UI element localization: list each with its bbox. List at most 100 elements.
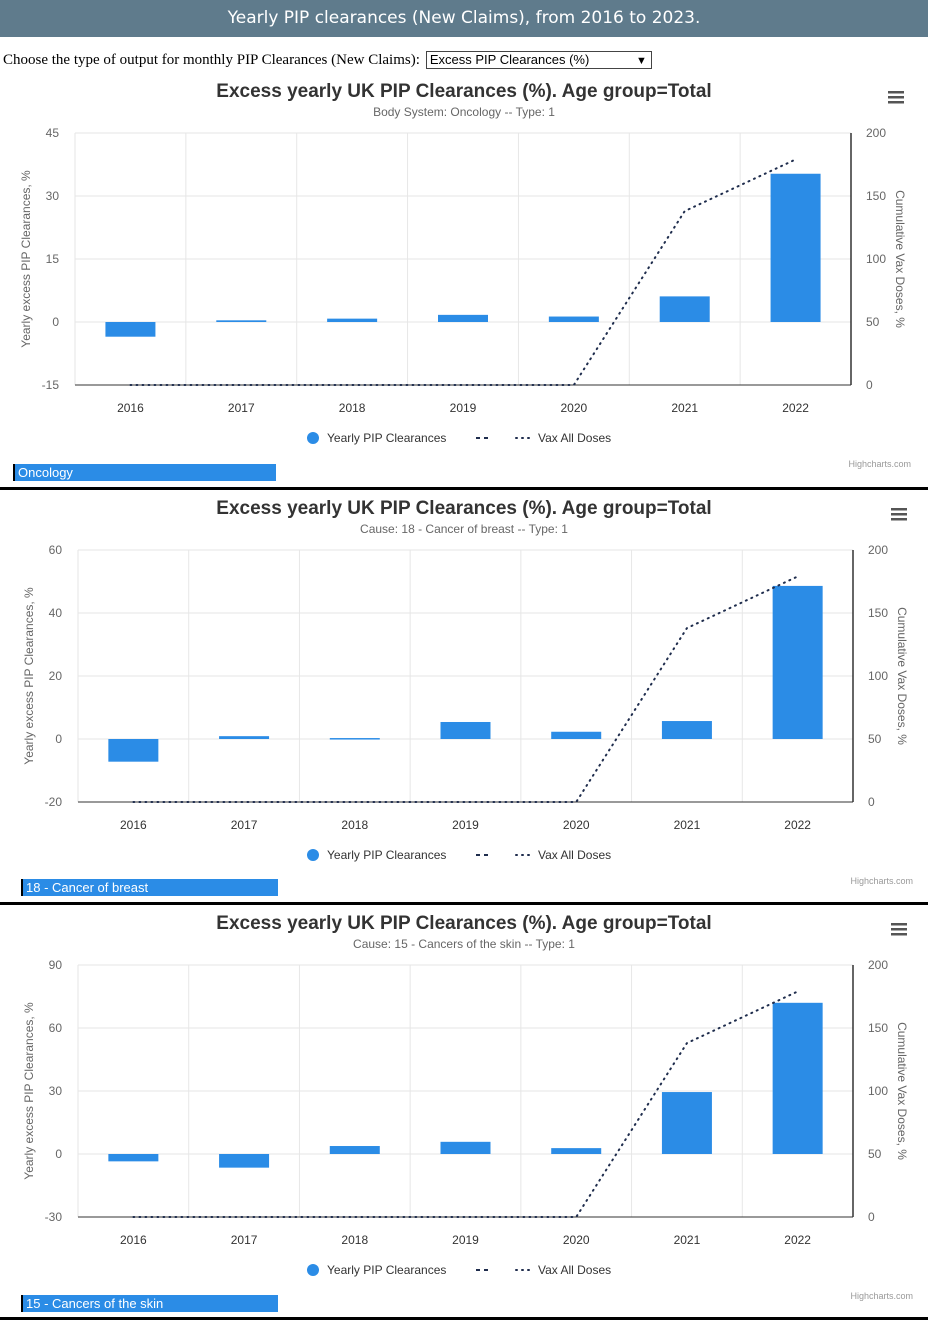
bar bbox=[440, 721, 491, 739]
chart-svg: Excess yearly UK PIP Clearances (%). Age… bbox=[22, 498, 913, 886]
menu-line bbox=[888, 101, 904, 104]
x-tick-label: 2016 bbox=[117, 401, 144, 415]
credit-label: Highcharts.com bbox=[850, 876, 913, 886]
legend-label-bar: Yearly PIP Clearances bbox=[327, 431, 446, 445]
x-tick-label: 2018 bbox=[341, 818, 368, 832]
output-type-select[interactable]: Excess PIP Clearances (%) ▼ bbox=[425, 51, 652, 69]
bar bbox=[108, 1154, 159, 1162]
x-tick-label: 2019 bbox=[452, 1233, 479, 1247]
x-tick-label: 2018 bbox=[339, 401, 366, 415]
y-tick-label: 15 bbox=[46, 252, 60, 266]
y2-axis-title: Cumulative Vax Doses, % bbox=[893, 190, 907, 328]
chart-panel-skin: Excess yearly UK PIP Clearances (%). Age… bbox=[0, 907, 928, 1317]
menu-line bbox=[891, 923, 907, 926]
x-tick-label: 2017 bbox=[228, 401, 255, 415]
x-tick-label: 2017 bbox=[231, 818, 258, 832]
bar bbox=[548, 316, 599, 322]
bar bbox=[329, 738, 380, 740]
chart-title: Excess yearly UK PIP Clearances (%). Age… bbox=[216, 913, 711, 934]
bar bbox=[108, 739, 159, 762]
y-axis-title: Yearly excess PIP Clearances, % bbox=[22, 1002, 36, 1180]
y2-tick-label: 50 bbox=[868, 732, 882, 746]
bar bbox=[772, 1002, 823, 1154]
y2-axis-title: Cumulative Vax Doses, % bbox=[895, 607, 909, 745]
x-tick-label: 2018 bbox=[341, 1233, 368, 1247]
bar bbox=[551, 1148, 602, 1154]
chart-panel-oncology: Excess yearly UK PIP Clearances (%). Age… bbox=[0, 75, 928, 485]
chart-subtitle: Cause: 15 - Cancers of the skin -- Type:… bbox=[353, 937, 575, 951]
bar bbox=[327, 318, 378, 322]
output-type-value: Excess PIP Clearances (%) bbox=[429, 52, 590, 67]
x-tick-label: 2021 bbox=[674, 1233, 701, 1247]
y2-tick-label: 0 bbox=[868, 1210, 875, 1224]
hamburger-menu-icon[interactable] bbox=[888, 91, 904, 104]
legend-label-bar: Yearly PIP Clearances bbox=[327, 848, 446, 862]
chart-tag-label: Oncology bbox=[13, 464, 276, 481]
x-tick-label: 2022 bbox=[782, 401, 809, 415]
y2-tick-label: 200 bbox=[868, 958, 888, 972]
y-tick-label: 60 bbox=[49, 543, 63, 557]
y2-tick-label: 200 bbox=[868, 543, 888, 557]
y2-tick-label: 100 bbox=[868, 669, 888, 683]
y-tick-label: 30 bbox=[49, 1084, 63, 1098]
page-header: Yearly PIP clearances (New Claims), from… bbox=[0, 0, 928, 37]
legend-marker-bar bbox=[307, 849, 319, 861]
vax-line bbox=[129, 158, 797, 386]
y-tick-label: -15 bbox=[42, 378, 60, 392]
hamburger-menu-icon[interactable] bbox=[891, 923, 907, 936]
bar bbox=[659, 296, 710, 322]
y2-axis-title: Cumulative Vax Doses, % bbox=[895, 1022, 909, 1160]
x-tick-label: 2016 bbox=[120, 818, 147, 832]
y2-tick-label: 0 bbox=[868, 795, 875, 809]
y2-tick-label: 50 bbox=[866, 315, 880, 329]
bar bbox=[329, 1146, 380, 1154]
chevron-down-icon: ▼ bbox=[635, 55, 647, 67]
y-axis-title: Yearly excess PIP Clearances, % bbox=[19, 170, 33, 348]
credit-label: Highcharts.com bbox=[850, 1291, 913, 1301]
y-tick-label: 0 bbox=[52, 315, 59, 329]
hamburger-menu-icon[interactable] bbox=[891, 508, 907, 521]
menu-line bbox=[891, 513, 907, 516]
legend-label-vax: Vax All Doses bbox=[538, 1263, 611, 1277]
x-tick-label: 2022 bbox=[784, 818, 811, 832]
credit-label: Highcharts.com bbox=[848, 459, 911, 469]
menu-line bbox=[888, 91, 904, 94]
legend: Yearly PIP Clearances Vax All Doses bbox=[307, 431, 611, 445]
y-tick-label: 90 bbox=[49, 958, 63, 972]
chart-panel-breast: Excess yearly UK PIP Clearances (%). Age… bbox=[0, 492, 928, 902]
bar bbox=[216, 320, 267, 322]
chart-title: Excess yearly UK PIP Clearances (%). Age… bbox=[216, 498, 711, 519]
chart-tag-label: 18 - Cancer of breast bbox=[21, 879, 278, 896]
legend: Yearly PIP Clearances Vax All Doses bbox=[307, 1263, 611, 1277]
y-axis-title: Yearly excess PIP Clearances, % bbox=[22, 587, 36, 765]
x-tick-label: 2016 bbox=[120, 1233, 147, 1247]
bar bbox=[772, 585, 823, 739]
bar bbox=[770, 173, 821, 322]
chart-tag-label: 15 - Cancers of the skin bbox=[21, 1295, 278, 1312]
y2-tick-label: 50 bbox=[868, 1147, 882, 1161]
menu-line bbox=[891, 933, 907, 936]
x-tick-label: 2020 bbox=[563, 818, 590, 832]
bar bbox=[105, 322, 156, 337]
y-tick-label: 60 bbox=[49, 1021, 63, 1035]
divider bbox=[0, 1317, 928, 1320]
divider bbox=[0, 487, 928, 490]
chart-svg: Excess yearly UK PIP Clearances (%). Age… bbox=[22, 913, 913, 1301]
chart-subtitle: Cause: 18 - Cancer of breast -- Type: 1 bbox=[360, 522, 568, 536]
output-type-label: Choose the type of output for monthly PI… bbox=[3, 51, 420, 68]
bar bbox=[219, 1154, 270, 1168]
y-tick-label: 40 bbox=[49, 606, 63, 620]
vax-line bbox=[132, 990, 799, 1218]
y2-tick-label: 0 bbox=[866, 378, 873, 392]
menu-line bbox=[891, 508, 907, 511]
x-tick-label: 2022 bbox=[784, 1233, 811, 1247]
y2-tick-label: 100 bbox=[866, 252, 886, 266]
y-tick-label: 30 bbox=[46, 189, 60, 203]
chart-subtitle: Body System: Oncology -- Type: 1 bbox=[373, 105, 555, 119]
legend-label-bar: Yearly PIP Clearances bbox=[327, 1263, 446, 1277]
y2-tick-label: 100 bbox=[868, 1084, 888, 1098]
y2-tick-label: 200 bbox=[866, 126, 886, 140]
bar bbox=[661, 1092, 712, 1154]
y2-tick-label: 150 bbox=[866, 189, 886, 203]
chart-title: Excess yearly UK PIP Clearances (%). Age… bbox=[216, 81, 711, 102]
